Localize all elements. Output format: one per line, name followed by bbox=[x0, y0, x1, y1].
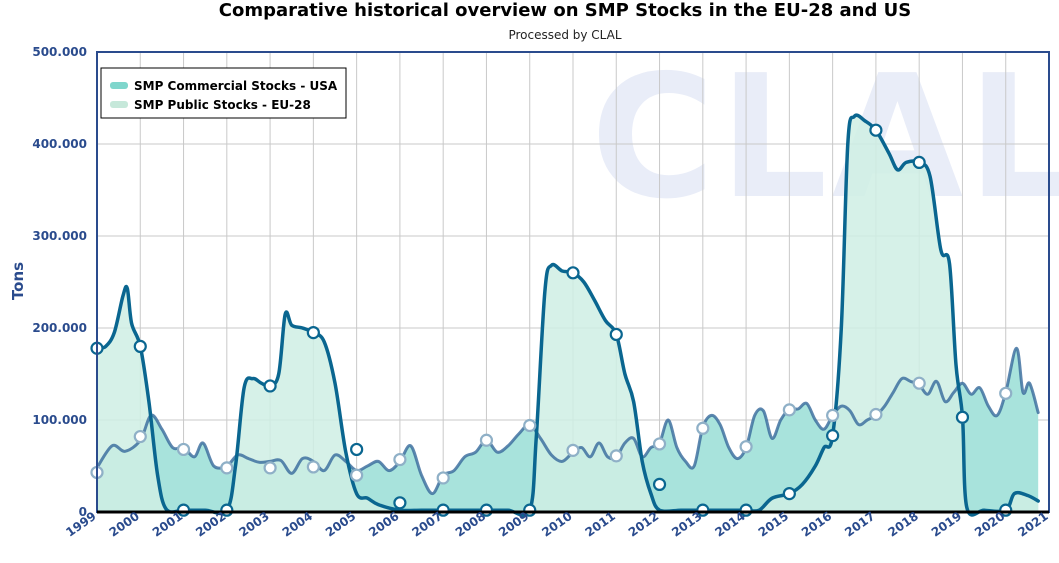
legend-label-eu: SMP Public Stocks - EU-28 bbox=[134, 98, 311, 112]
data-point-eu bbox=[869, 123, 883, 137]
data-point-eu bbox=[609, 327, 623, 342]
series-line-usa bbox=[95, 346, 1040, 496]
y-axis-label: Tons bbox=[9, 262, 27, 300]
data-point-usa bbox=[739, 440, 753, 454]
legend: SMP Commercial Stocks - USA SMP Public S… bbox=[100, 67, 347, 119]
data-point-eu bbox=[133, 339, 147, 353]
data-point-usa bbox=[566, 443, 580, 457]
x-tick-label: 2014 bbox=[712, 509, 747, 540]
data-point-usa bbox=[393, 452, 407, 467]
x-tick-label: 2015 bbox=[756, 509, 791, 540]
y-tick-label: 200.000 bbox=[32, 321, 87, 335]
data-point-usa bbox=[869, 407, 883, 422]
x-tick-label: 2011 bbox=[583, 509, 618, 540]
x-tick-label: 2007 bbox=[410, 509, 445, 540]
data-point-eu bbox=[782, 487, 796, 501]
x-tick-label: 2004 bbox=[280, 509, 315, 540]
watermark-text: CLAL bbox=[591, 39, 1059, 237]
data-point-eu bbox=[955, 410, 970, 424]
data-point-usa bbox=[782, 403, 796, 417]
data-point-eu bbox=[566, 266, 580, 280]
legend-box bbox=[100, 67, 347, 119]
x-tick-label: 2001 bbox=[150, 509, 185, 540]
y-tick-label: 300.000 bbox=[32, 229, 87, 243]
x-tick-label: 2018 bbox=[886, 509, 921, 540]
chart-title: Comparative historical overview on SMP S… bbox=[219, 0, 911, 21]
data-point-eu bbox=[826, 429, 840, 443]
y-tick-labels: 0 100.000 200.000 300.000 400.000 500.000 bbox=[32, 45, 87, 519]
data-point-usa bbox=[652, 437, 667, 451]
data-point-usa bbox=[220, 461, 234, 475]
y-tick-label: 400.000 bbox=[32, 137, 87, 151]
x-tick-label: 2003 bbox=[236, 509, 271, 540]
legend-swatch-eu bbox=[110, 101, 128, 108]
data-point-usa bbox=[263, 461, 277, 475]
legend-label-usa: SMP Commercial Stocks - USA bbox=[134, 79, 338, 93]
x-tick-labels: 1999 2000 2001 2002 2003 2004 2005 2006 2007 2008… bbox=[63, 509, 1050, 540]
x-tick-label: 2017 bbox=[842, 509, 877, 540]
data-point-usa bbox=[999, 386, 1013, 400]
x-tick-label: 2013 bbox=[669, 509, 704, 540]
x-tick-label: 2016 bbox=[799, 509, 834, 540]
data-point-usa bbox=[133, 429, 147, 444]
x-tick-label: 2010 bbox=[539, 509, 574, 540]
x-tick-label: 2008 bbox=[453, 509, 488, 540]
y-tick-label: 100.000 bbox=[32, 413, 87, 427]
x-tick-label: 2021 bbox=[1015, 509, 1050, 540]
x-tick-label: 2019 bbox=[929, 509, 964, 540]
data-point-usa bbox=[826, 408, 840, 422]
x-tick-label: 2005 bbox=[323, 509, 358, 540]
y-tick-label: 0 bbox=[79, 505, 87, 519]
data-point-eu bbox=[350, 442, 364, 457]
series-areas bbox=[97, 115, 1039, 516]
data-point-eu bbox=[306, 326, 320, 340]
data-point-usa bbox=[609, 449, 623, 463]
data-point-eu bbox=[652, 477, 667, 491]
x-tick-label: 2002 bbox=[193, 509, 228, 540]
clal-watermark: CLAL bbox=[591, 39, 1059, 237]
data-point-usa bbox=[479, 433, 494, 447]
data-point-usa bbox=[350, 468, 364, 482]
x-tick-label: 2012 bbox=[626, 509, 661, 540]
x-tick-label: 2000 bbox=[107, 509, 142, 540]
y-tick-label: 500.000 bbox=[32, 45, 87, 59]
data-point-eu bbox=[912, 155, 926, 169]
data-point-usa bbox=[436, 471, 450, 485]
data-point-usa bbox=[176, 442, 191, 457]
legend-swatch-usa bbox=[110, 82, 128, 89]
data-point-usa bbox=[696, 421, 710, 435]
data-point-eu bbox=[393, 496, 407, 510]
axes bbox=[96, 51, 1050, 514]
data-point-usa bbox=[523, 418, 537, 433]
x-tick-label: 2006 bbox=[366, 509, 401, 540]
data-point-usa bbox=[306, 460, 320, 474]
chart-subtitle: Processed by CLAL bbox=[508, 28, 621, 42]
data-point-usa bbox=[912, 376, 926, 390]
series-area-eu bbox=[97, 115, 1039, 516]
data-point-eu bbox=[263, 379, 277, 393]
